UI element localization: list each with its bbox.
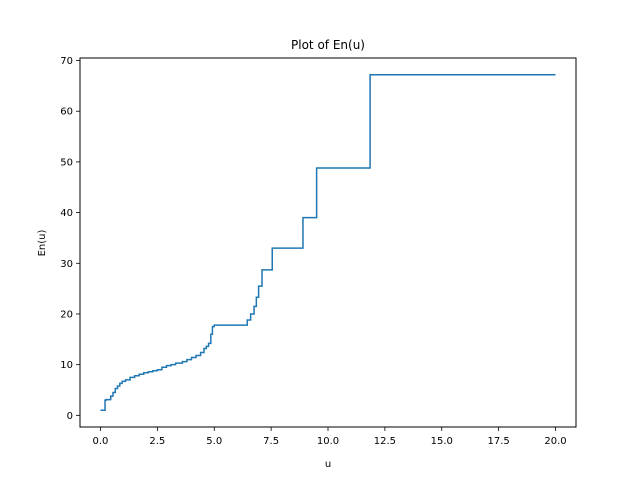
x-tick-label: 0.0 — [93, 436, 109, 447]
y-tick-label: 40 — [60, 208, 73, 219]
y-axis-label: En(u) — [37, 230, 48, 257]
x-tick-label: 5.0 — [206, 436, 222, 447]
x-tick-label: 15.0 — [431, 436, 453, 447]
x-tick-label: 12.5 — [374, 436, 396, 447]
y-tick-label: 0 — [67, 411, 73, 422]
y-tick-label: 20 — [60, 309, 73, 320]
x-axis: 0.0 2.5 5.0 7.5 10.0 12.5 15.0 17.5 20.0 — [93, 427, 567, 447]
y-tick-label: 50 — [60, 157, 73, 168]
y-axis: 0 10 20 30 40 50 60 70 — [60, 56, 80, 422]
y-tick-label: 30 — [60, 259, 73, 270]
x-tick-label: 17.5 — [488, 436, 510, 447]
x-tick-label: 7.5 — [263, 436, 279, 447]
x-tick-label: 10.0 — [317, 436, 339, 447]
x-tick-label: 20.0 — [544, 436, 566, 447]
x-axis-label: u — [325, 459, 331, 470]
series-line-en-u — [100, 73, 556, 412]
y-tick-label: 60 — [60, 107, 73, 118]
y-tick-label: 10 — [60, 360, 73, 371]
x-tick-label: 2.5 — [149, 436, 165, 447]
chart-title: Plot of En(u) — [291, 38, 365, 52]
y-tick-label: 70 — [60, 56, 73, 67]
